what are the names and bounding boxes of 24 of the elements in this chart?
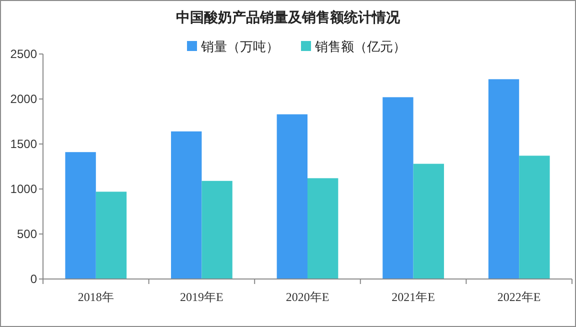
bar (96, 192, 127, 279)
x-tick-label: 2019年E (180, 290, 224, 304)
x-tick-label: 2020年E (286, 290, 330, 304)
y-tick-label: 2000 (10, 92, 38, 106)
y-tick-label: 1000 (10, 182, 38, 196)
y-tick-label: 0 (30, 272, 38, 286)
y-tick-label: 500 (16, 227, 38, 242)
bar (488, 79, 520, 279)
bar (276, 114, 308, 279)
bar (171, 131, 202, 279)
legend-label: 销售额（亿元） (314, 39, 406, 54)
y-tick-label: 1500 (10, 137, 38, 152)
bar (382, 97, 414, 279)
bar (202, 180, 232, 279)
bar (413, 164, 444, 279)
bar (65, 152, 96, 279)
legend-label: 销量（万吨） (200, 39, 279, 54)
x-tick-label: 2022年E (497, 290, 541, 304)
bar (308, 178, 338, 279)
x-tick-label: 2018年 (78, 290, 114, 304)
x-tick-label: 2021年E (392, 290, 435, 304)
bar (519, 156, 550, 279)
chart-title: 中国酸奶产品销量及销售额统计情况 (176, 9, 401, 25)
y-tick-label: 2500 (10, 47, 38, 62)
